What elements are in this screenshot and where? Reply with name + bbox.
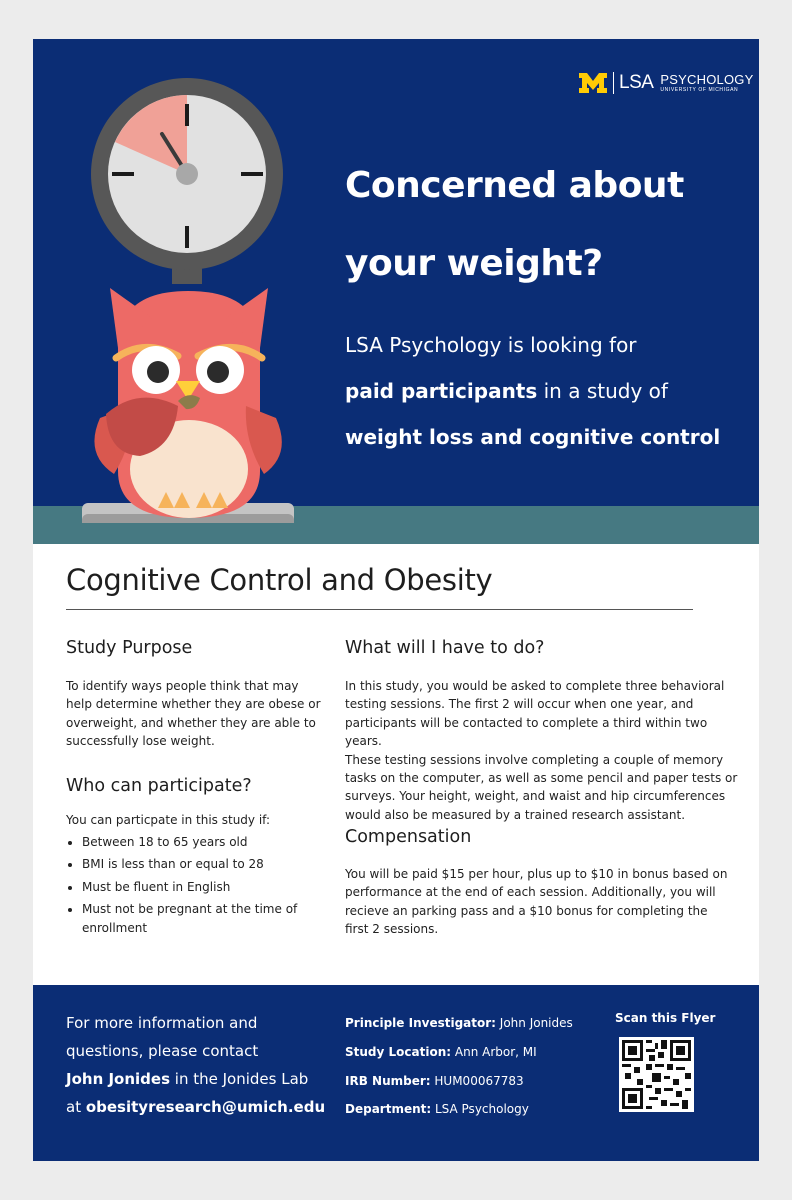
owl-icon xyxy=(94,288,282,518)
lsa-psychology-logo[interactable]: LSA PSYCHOLOGY UNIVERSITY OF MICHIGAN xyxy=(578,70,753,96)
contact-lab: in the Jonides Lab xyxy=(170,1070,309,1088)
text-line: You will be paid $15 per hour, plus up t… xyxy=(345,867,728,881)
logo-divider xyxy=(613,72,614,94)
title-divider xyxy=(66,609,693,610)
eligibility-item: Between 18 to 65 years old xyxy=(82,833,304,851)
irb-label: IRB Number: xyxy=(345,1073,431,1088)
clock-scale-icon xyxy=(91,78,283,284)
study-purpose-heading: Study Purpose xyxy=(66,638,193,658)
hero-headline: Concerned about your weight? xyxy=(345,147,745,303)
eligibility-list: Between 18 to 65 years old BMI is less t… xyxy=(66,833,304,941)
text-line: recieve an parking pass and a $10 bonus … xyxy=(345,903,708,918)
what-text: In this study, you would be asked to com… xyxy=(345,677,745,824)
text-line: These testing sessions involve completin… xyxy=(345,752,724,767)
subline-1: LSA Psychology is looking for xyxy=(345,333,637,357)
subline-2: paid participants in a study of xyxy=(345,368,745,414)
irb-row: IRB Number: HUM00067783 xyxy=(345,1067,585,1096)
hero-subline: LSA Psychology is looking for paid parti… xyxy=(345,322,745,460)
text-line: successfully lose weight. xyxy=(66,734,215,749)
subline-3: weight loss and cognitive control xyxy=(345,414,745,460)
logo-text: PSYCHOLOGY UNIVERSITY OF MICHIGAN xyxy=(660,72,754,94)
contact-block: For more information and questions, plea… xyxy=(66,1009,326,1121)
text-line: surveys. Your height, weight, and waist … xyxy=(345,789,726,804)
subline-2-rest: in a study of xyxy=(537,379,668,403)
eligibility-item: Must not be pregnant at the time of enro… xyxy=(82,900,304,937)
pi-label: Principle Investigator: xyxy=(345,1016,496,1030)
logo-department: PSYCHOLOGY xyxy=(660,72,754,87)
compensation-heading: Compensation xyxy=(345,827,472,847)
qr-code-icon[interactable] xyxy=(619,1037,694,1112)
location-row: Study Location: Ann Arbor, MI xyxy=(345,1038,585,1067)
irb-value: HUM00067783 xyxy=(430,1073,524,1088)
text-line: would also be measured by a trained rese… xyxy=(345,807,686,822)
contact-name: John Jonides xyxy=(66,1070,171,1088)
department-value: LSA Psychology xyxy=(431,1102,529,1117)
study-details: Principle Investigator: John Jonides Stu… xyxy=(345,1009,585,1124)
who-heading: Who can participate? xyxy=(66,776,252,796)
text-line: In this study, you would be asked to com… xyxy=(345,679,725,693)
location-value: Ann Arbor, MI xyxy=(451,1044,537,1059)
block-m-icon xyxy=(579,73,607,93)
headline-line-2: your weight? xyxy=(345,243,603,284)
contact-line-3: John Jonides in the Jonides Lab xyxy=(66,1065,326,1093)
what-heading: What will I have to do? xyxy=(345,638,545,658)
text-line: overweight, and whether they are able to xyxy=(66,715,316,730)
text-line: help determine whether they are obese or xyxy=(66,697,321,712)
page-title: Cognitive Control and Obesity xyxy=(66,563,493,597)
contact-line-4: at obesityresearch@umich.edu xyxy=(66,1093,326,1121)
text-line: participants will be contacted to comple… xyxy=(345,715,708,749)
contact-at: at xyxy=(66,1098,86,1116)
scan-label: Scan this Flyer xyxy=(615,1011,716,1025)
paid-participants-text: paid participants xyxy=(345,379,538,403)
department-row: Department: LSA Psychology xyxy=(345,1095,585,1124)
eligibility-item: Must be fluent in English xyxy=(82,878,304,896)
eligibility-item: BMI is less than or equal to 28 xyxy=(82,855,304,873)
text-line: performance at the end of each session. … xyxy=(345,885,716,900)
owl-on-scale-illustration xyxy=(82,78,294,523)
text-line: To identify ways people think that may xyxy=(66,679,299,693)
pi-row: Principle Investigator: John Jonides xyxy=(345,1009,585,1038)
pi-value: John Jonides xyxy=(495,1016,573,1030)
contact-email-link[interactable]: obesityresearch@umich.edu xyxy=(85,1098,326,1116)
location-label: Study Location: xyxy=(345,1044,452,1059)
who-intro: You can particpate in this study if: xyxy=(66,813,271,827)
study-purpose-text: To identify ways people think that may h… xyxy=(66,677,336,751)
text-line: tasks on the computer, as well as some p… xyxy=(345,771,738,786)
compensation-text: You will be paid $15 per hour, plus up t… xyxy=(345,865,745,939)
headline-line-1: Concerned about xyxy=(345,165,684,206)
study-topic-text: weight loss and cognitive control xyxy=(345,425,721,449)
contact-footer: For more information and questions, plea… xyxy=(33,985,759,1161)
text-line: testing sessions. The first 2 will occur… xyxy=(345,697,694,712)
logo-brand: LSA xyxy=(619,72,654,93)
contact-line-1: For more information and xyxy=(66,1014,258,1032)
logo-university: UNIVERSITY OF MICHIGAN xyxy=(660,87,739,93)
department-label: Department: xyxy=(345,1102,432,1117)
contact-line-2: questions, please contact xyxy=(66,1042,259,1060)
flyer: LSA PSYCHOLOGY UNIVERSITY OF MICHIGAN Co… xyxy=(33,39,759,1161)
text-line: first 2 sessions. xyxy=(345,922,439,937)
